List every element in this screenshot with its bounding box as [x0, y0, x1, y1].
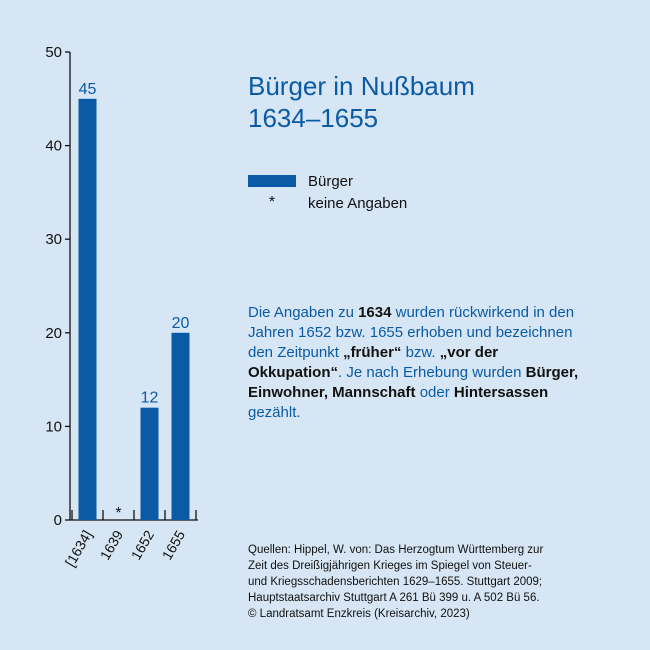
- x-tick-label: 1652: [128, 527, 158, 562]
- chart-title: Bürger in Nußbaum 1634–1655: [248, 70, 475, 134]
- y-tick-label: 40: [45, 138, 62, 155]
- sources-line: Zeit des Dreißigjährigen Krieges im Spie…: [248, 560, 532, 572]
- chart-title-line2: 1634–1655: [248, 103, 379, 133]
- legend-swatch: [248, 175, 296, 187]
- legend-label-missing: keine Angaben: [308, 194, 408, 212]
- legend-item-missing: * keine Angaben: [248, 192, 407, 214]
- bar-value-label: 45: [79, 81, 97, 98]
- y-tick-label: 0: [54, 512, 62, 529]
- sources-line: Quellen: Hippel, W. von: Das Herzogtum W…: [248, 544, 544, 556]
- legend: Bürger * keine Angaben: [248, 170, 407, 214]
- legend-item-buerger: Bürger: [248, 170, 407, 192]
- legend-label-buerger: Bürger: [308, 172, 354, 190]
- y-tick-label: 20: [45, 325, 62, 342]
- y-tick-label: 50: [45, 44, 62, 61]
- y-tick-label: 30: [45, 231, 62, 248]
- explanatory-note: Die Angaben zu 1634 wurden rückwirkend i…: [248, 303, 588, 423]
- y-tick-label: 10: [45, 418, 62, 435]
- note-bold-1634: 1634: [358, 304, 392, 321]
- note-bold-okkupation: „vor der Okkupation“: [248, 344, 499, 381]
- bar: [78, 98, 97, 521]
- note-bold-categories: Bürger, Einwohner, Mannschaft: [248, 364, 579, 401]
- x-tick-label: 1655: [159, 527, 189, 562]
- x-tick-label: [1634]: [62, 528, 95, 570]
- bar-value-label: 20: [172, 315, 190, 332]
- note-text: gezählt.: [248, 404, 301, 421]
- sources-line: und Kriegsschadensberichten 1629–1655. S…: [248, 576, 543, 588]
- bar: [140, 407, 159, 520]
- note-bold-frueher: „früher“: [343, 344, 402, 361]
- x-tick-label: 1639: [97, 527, 127, 562]
- note-text: wurden rückwirkend in den Jahren 1652 bz…: [248, 304, 575, 361]
- note-text: . Je nach Erhebung wurden: [338, 364, 526, 381]
- chart-title-line1: Bürger in Nußbaum: [248, 71, 475, 101]
- legend-asterisk: *: [268, 194, 276, 211]
- missing-data-asterisk: *: [115, 505, 121, 522]
- bar: [171, 332, 190, 520]
- bar-chart: 0 10 20 30 40 50 45 [1634] * 1639 12 1652 20 1655: [45, 44, 198, 570]
- note-text: Die Angaben zu: [248, 304, 359, 321]
- note-text: oder: [415, 384, 454, 401]
- bar-value-label: 12: [141, 390, 159, 407]
- note-bold-hintersassen: Hintersassen: [453, 384, 549, 401]
- sources: Quellen: Hippel, W. von: Das Herzogtum W…: [248, 542, 638, 622]
- sources-line: © Landratsamt Enzkreis (Kreisarchiv, 202…: [248, 608, 470, 620]
- note-text: bzw.: [401, 344, 440, 361]
- sources-line: Hauptstaatsarchiv Stuttgart A 261 Bü 399…: [248, 592, 540, 604]
